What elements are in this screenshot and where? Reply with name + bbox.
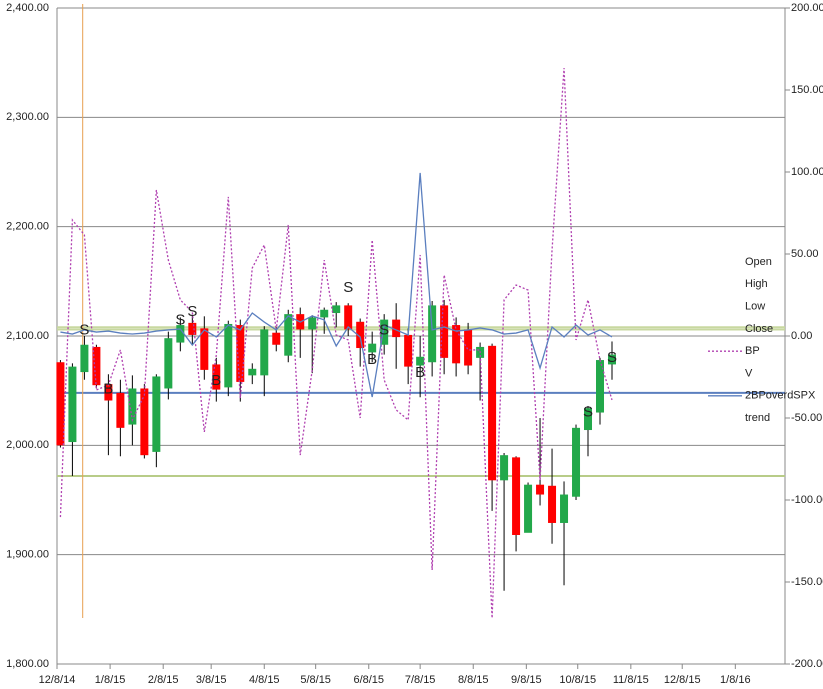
x-tick-label: 1/8/15 xyxy=(95,674,126,686)
candle-body xyxy=(596,360,605,413)
candle-body xyxy=(524,484,533,533)
candle-body xyxy=(152,376,161,452)
annotation: B xyxy=(367,351,377,368)
candle-body xyxy=(500,455,509,481)
candle-body xyxy=(356,321,365,349)
x-tick-label: 9/8/15 xyxy=(511,674,542,686)
candle-body xyxy=(536,484,545,495)
candle-body xyxy=(607,354,616,365)
candle-body xyxy=(284,314,293,356)
y2-tick-label: -100.00 xyxy=(791,494,823,506)
series-line xyxy=(60,172,613,398)
x-tick-label: 2/8/15 xyxy=(148,674,179,686)
annotation: B xyxy=(103,381,113,398)
candle-body xyxy=(320,309,329,318)
candle-body xyxy=(452,325,461,364)
x-tick-label: 1/8/16 xyxy=(720,674,751,686)
candle-body xyxy=(272,332,281,345)
candle-body xyxy=(176,325,185,343)
y2-tick-label: 200.00 xyxy=(791,2,823,14)
candle-body xyxy=(140,388,149,456)
candle-body xyxy=(248,368,257,376)
candle-body xyxy=(128,388,137,425)
candle-body xyxy=(380,319,389,345)
y-tick-label: 2,000.00 xyxy=(6,439,49,451)
annotation: B xyxy=(211,372,221,389)
candle-body xyxy=(188,322,197,335)
legend-label: BP xyxy=(745,345,760,357)
y2-tick-label: 50.00 xyxy=(791,248,819,260)
legend-label: trend xyxy=(745,412,770,424)
candle-body xyxy=(392,319,401,338)
candle-body xyxy=(440,305,449,358)
annotation: S xyxy=(175,312,185,329)
candle-body xyxy=(416,356,425,366)
candle-body xyxy=(368,343,377,353)
y-tick-label: 2,300.00 xyxy=(6,111,49,123)
candle-body xyxy=(260,329,269,376)
candle-body xyxy=(212,364,221,390)
x-tick-label: 12/8/14 xyxy=(39,674,76,686)
annotation: S xyxy=(343,279,353,296)
y2-tick-label: 0.00 xyxy=(791,330,812,342)
candle-body xyxy=(332,305,341,314)
legend-label: 2BPoverdSPX xyxy=(745,390,816,402)
y-tick-label: 2,100.00 xyxy=(6,330,49,342)
annotation: B xyxy=(415,364,425,381)
y2-tick-label: -200.00 xyxy=(791,658,823,670)
candle-body xyxy=(560,494,569,523)
x-tick-label: 11/8/15 xyxy=(613,674,649,686)
candle-body xyxy=(572,427,581,497)
y2-tick-label: 100.00 xyxy=(791,166,823,178)
candle-body xyxy=(548,485,557,523)
candle-body xyxy=(116,392,125,428)
candle-body xyxy=(236,325,245,382)
x-tick-label: 6/8/15 xyxy=(353,674,384,686)
candle-body xyxy=(512,457,521,535)
legend-label: V xyxy=(745,367,753,379)
legend-label: Low xyxy=(745,301,765,313)
y-tick-label: 2,200.00 xyxy=(6,221,49,233)
candle-body xyxy=(488,345,497,481)
y-tick-label: 1,900.00 xyxy=(6,549,49,561)
candle-body xyxy=(308,317,317,330)
candle-body xyxy=(92,346,101,386)
x-tick-label: 8/8/15 xyxy=(458,674,489,686)
candle-body xyxy=(464,329,473,366)
x-tick-label: 5/8/15 xyxy=(300,674,331,686)
candle-body xyxy=(224,323,233,388)
x-tick-label: 7/8/15 xyxy=(405,674,436,686)
y-tick-label: 1,800.00 xyxy=(6,658,49,670)
candle-body xyxy=(200,328,209,370)
candle-body xyxy=(104,384,113,401)
candle-body xyxy=(80,344,89,373)
candle-body xyxy=(344,305,353,330)
x-tick-label: 12/8/15 xyxy=(664,674,701,686)
annotation: S xyxy=(607,349,617,366)
candle-body xyxy=(428,305,437,363)
candle-body xyxy=(404,334,413,367)
x-tick-label: 10/8/15 xyxy=(559,674,596,686)
candle-body xyxy=(584,408,593,431)
annotation: S xyxy=(583,404,593,421)
annotation: S xyxy=(79,322,89,339)
y2-tick-label: -50.00 xyxy=(791,412,822,424)
y2-tick-label: 150.00 xyxy=(791,84,823,96)
legend-label: High xyxy=(745,278,768,290)
candle-body xyxy=(68,366,77,443)
candle-body xyxy=(164,338,173,389)
y-tick-label: 2,400.00 xyxy=(6,2,49,14)
annotation: S xyxy=(187,303,197,320)
y2-tick-label: -150.00 xyxy=(791,576,823,588)
candle-body xyxy=(56,362,65,446)
series-line xyxy=(59,67,613,619)
legend-label: Open xyxy=(745,256,772,268)
x-tick-label: 3/8/15 xyxy=(196,674,227,686)
legend-label: Close xyxy=(745,323,773,335)
x-tick-label: 4/8/15 xyxy=(249,674,280,686)
annotation: S xyxy=(379,322,389,339)
